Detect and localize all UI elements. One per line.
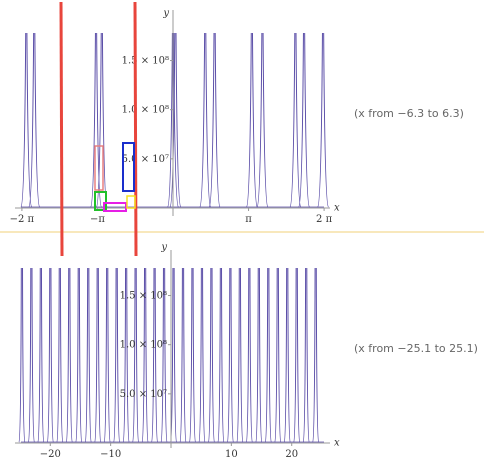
x-tick-label: −π [90, 214, 105, 225]
curve-spike [84, 267, 92, 443]
curve-spike [289, 32, 302, 208]
annotation-box-green [94, 191, 107, 211]
curve-spike [245, 32, 258, 208]
curve-spike [226, 267, 234, 443]
curve-spike [90, 32, 102, 208]
curve-spike [75, 267, 83, 443]
curve-spike [46, 267, 54, 443]
top-range-caption: (x from −6.3 to 6.3) [354, 107, 464, 120]
x-tick-label: 20 [285, 449, 298, 460]
annotation-box-yellow [126, 195, 136, 209]
curve-spike [94, 267, 102, 443]
top-plot: −2 π −π π 2 π 5.0 × 10⁷ 1.0 × 10⁸ 1.5 × 10⁸ x… [10, 8, 464, 225]
x-tick-label: 10 [225, 449, 238, 460]
curve-spike [283, 267, 291, 443]
bottom-range-caption: (x from −25.1 to 25.1) [354, 342, 478, 355]
curve-spike [103, 267, 111, 443]
curve-spike [198, 267, 206, 443]
y-tick-label: 1.5 × 10⁸ [120, 291, 167, 302]
curve-spike [312, 267, 320, 443]
y-tick-label: 1.5 × 10⁸ [122, 56, 169, 67]
bottom-y-axis-name: y [160, 242, 167, 253]
top-x-axis-name: x [334, 203, 340, 214]
curve-spike [298, 32, 310, 208]
y-tick-label: 1.0 × 10⁸ [122, 105, 169, 116]
curve-spike [132, 267, 140, 443]
top-y-axis-name: y [162, 8, 169, 19]
top-curve-group [20, 32, 329, 208]
curve-spike [264, 267, 272, 443]
curve-spike [20, 32, 33, 208]
annotation-overlays [59, 1, 138, 257]
curve-spike [167, 32, 179, 208]
red-marker-line-left [59, 1, 64, 257]
top-y-ticks: 5.0 × 10⁷ 1.0 × 10⁸ 1.5 × 10⁸ [122, 56, 173, 165]
curve-spike [245, 267, 253, 443]
curve-spike [18, 267, 26, 443]
curve-spike [179, 267, 187, 443]
curve-spike [293, 267, 301, 443]
red-marker-line-right [133, 1, 138, 257]
y-tick-label: 5.0 × 10⁷ [122, 154, 169, 165]
curve-spike [302, 267, 310, 443]
curve-spike [37, 267, 45, 443]
curve-spike [28, 32, 41, 208]
annotation-box-blue [122, 142, 135, 192]
curve-spike [317, 32, 329, 208]
curve-spike [65, 267, 73, 443]
curve-spike [256, 32, 269, 208]
curve-spike [199, 32, 212, 208]
x-tick-label: −2 π [10, 214, 35, 225]
curve-spike [56, 267, 64, 443]
annotation-box-magenta [103, 202, 127, 212]
curve-spike [122, 267, 130, 443]
curve-spike [217, 267, 225, 443]
curve-spike [27, 267, 35, 443]
x-tick-label: −20 [40, 449, 61, 460]
curve-spike [151, 267, 159, 443]
bottom-x-ticks: −20 −10 10 20 [40, 443, 298, 460]
bottom-plot: −20 −10 10 20 5.0 × 10⁷ 1.0 × 10⁸ 1.5 × 10⁸ x… [15, 242, 478, 460]
y-tick-label: 1.0 × 10⁸ [120, 340, 167, 351]
bottom-x-axis-name: x [334, 438, 340, 449]
x-tick-label: 2 π [316, 214, 333, 225]
curve-spike [207, 267, 215, 443]
x-tick-label: π [245, 214, 252, 225]
curve-spike [113, 267, 121, 443]
curve-spike [255, 267, 263, 443]
y-tick-label: 5.0 × 10⁷ [120, 389, 167, 400]
annotation-box-pink [94, 145, 104, 191]
bottom-y-ticks: 5.0 × 10⁷ 1.0 × 10⁸ 1.5 × 10⁸ [120, 291, 171, 400]
curve-spike [141, 267, 149, 443]
curve-spike [274, 267, 282, 443]
top-x-ticks: −2 π −π π 2 π [10, 208, 333, 225]
curve-spike [208, 32, 221, 208]
curve-spike [95, 32, 108, 208]
curve-spike [236, 267, 244, 443]
bottom-curve-group [18, 267, 324, 443]
curve-spike [160, 267, 168, 443]
curve-spike [188, 267, 196, 443]
x-tick-label: −10 [100, 449, 121, 460]
